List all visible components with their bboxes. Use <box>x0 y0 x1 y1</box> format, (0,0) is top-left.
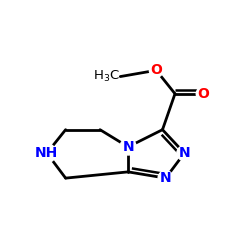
Circle shape <box>196 87 210 101</box>
Text: O: O <box>197 87 209 101</box>
Circle shape <box>177 146 192 161</box>
Circle shape <box>150 64 163 77</box>
Circle shape <box>38 144 56 163</box>
Text: N: N <box>178 146 190 160</box>
Text: N: N <box>122 140 134 154</box>
Text: NH: NH <box>35 146 59 160</box>
Text: O: O <box>150 63 162 77</box>
Circle shape <box>158 170 173 186</box>
Text: H$_3$C: H$_3$C <box>94 69 120 84</box>
Circle shape <box>120 139 136 155</box>
Text: N: N <box>160 171 172 185</box>
